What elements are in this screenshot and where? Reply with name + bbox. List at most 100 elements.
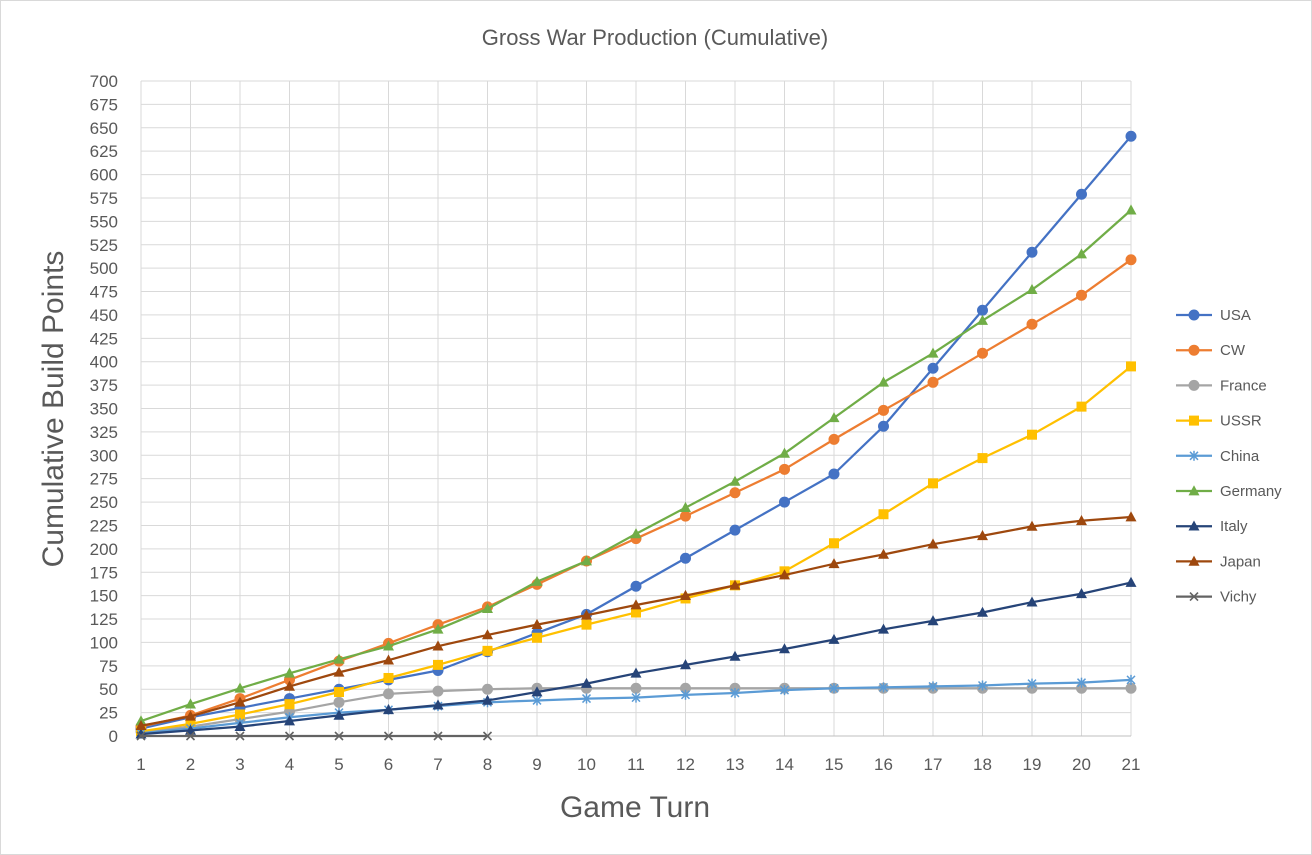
data-point [828, 412, 840, 423]
y-tick-label: 400 [90, 353, 118, 372]
data-point [1076, 188, 1087, 200]
gridlines [140, 80, 1132, 737]
data-point [581, 619, 592, 630]
x-tick-label: 21 [1122, 755, 1141, 774]
data-point [977, 606, 988, 617]
x-tick-label: 4 [285, 755, 294, 774]
legend-item-usa: USA [1176, 307, 1251, 324]
x-tick-label: 14 [775, 755, 794, 774]
y-tick-label: 0 [109, 727, 118, 746]
y-tick-label: 75 [99, 657, 118, 676]
legend-swatch-marker [1188, 485, 1200, 496]
x-tick-label: 1 [136, 755, 145, 774]
x-tick-label: 10 [577, 755, 596, 774]
legend-label: Japan [1220, 553, 1261, 570]
data-point [977, 314, 988, 325]
x-tick-label: 17 [924, 755, 943, 774]
data-point [333, 666, 345, 677]
data-point [1125, 204, 1137, 215]
y-tick-label: 100 [90, 633, 118, 652]
data-point [432, 685, 444, 697]
data-point [828, 633, 840, 644]
data-point [1076, 401, 1087, 412]
legend-item-vichy: Vichy [1176, 589, 1257, 606]
data-point [631, 692, 641, 703]
y-tick-label: 375 [90, 376, 118, 395]
y-tick-label: 175 [90, 563, 118, 582]
data-point [829, 538, 839, 549]
x-tick-label: 16 [874, 755, 893, 774]
data-point [878, 404, 889, 416]
legend-item-ussr: USSR [1176, 413, 1262, 430]
x-tick-label: 12 [676, 755, 695, 774]
data-point [433, 731, 443, 741]
legend-item-germany: Germany [1176, 483, 1282, 500]
legend-swatch-marker [1188, 344, 1200, 356]
data-point [482, 645, 493, 656]
x-tick-label: 2 [186, 755, 195, 774]
data-point [680, 659, 691, 670]
data-point [383, 672, 394, 683]
legend-label: USSR [1220, 413, 1262, 430]
data-point [729, 650, 741, 661]
data-point [927, 362, 939, 374]
data-point [1026, 283, 1038, 294]
data-point [532, 695, 542, 706]
chart-title: Gross War Production (Cumulative) [482, 25, 828, 50]
y-tick-label: 550 [90, 212, 118, 231]
data-point [1026, 520, 1038, 531]
data-point [878, 682, 889, 693]
data-point [977, 453, 988, 464]
data-point [828, 558, 840, 569]
legend-label: Italy [1220, 518, 1248, 535]
data-point [1076, 248, 1087, 259]
data-point [829, 683, 839, 694]
data-point [482, 731, 493, 741]
data-point [927, 615, 939, 626]
data-point [1076, 588, 1087, 599]
legend-swatch-marker [1189, 592, 1199, 602]
legend-label: France [1220, 377, 1267, 394]
y-tick-label: 350 [90, 400, 118, 419]
legend-item-france: France [1176, 377, 1267, 394]
data-point [1076, 515, 1087, 526]
data-point [284, 667, 295, 678]
y-tick-label: 600 [90, 166, 118, 185]
data-point [333, 696, 345, 708]
data-point [779, 685, 790, 696]
x-tick-label: 8 [483, 755, 492, 774]
legend-item-italy: Italy [1176, 518, 1248, 535]
data-point [729, 579, 741, 590]
y-tick-label: 300 [90, 446, 118, 465]
data-point [432, 623, 444, 634]
data-point [531, 575, 543, 586]
y-tick-label: 25 [99, 704, 118, 723]
data-point [779, 447, 790, 458]
y-tick-label: 525 [90, 236, 118, 255]
data-point [630, 580, 642, 592]
y-tick-label: 475 [90, 283, 118, 302]
data-point [234, 720, 246, 731]
data-point [383, 654, 394, 665]
data-point [1076, 289, 1087, 301]
x-tick-label: 18 [973, 755, 992, 774]
data-point [977, 530, 988, 541]
series-italy [135, 576, 1137, 739]
x-tick-label: 11 [627, 755, 645, 774]
data-point [1126, 674, 1136, 685]
data-point [532, 632, 542, 643]
data-point [432, 699, 444, 710]
series-japan [135, 511, 1137, 731]
data-point [927, 347, 939, 358]
data-point [927, 538, 939, 549]
x-tick-label: 20 [1072, 755, 1091, 774]
data-point [581, 693, 592, 704]
data-point [878, 376, 889, 387]
y-tick-label: 250 [90, 493, 118, 512]
legend-label: China [1220, 448, 1260, 465]
legend-label: USA [1220, 307, 1251, 324]
data-point [1026, 318, 1038, 330]
y-tick-label: 200 [90, 540, 118, 559]
data-point [729, 524, 741, 536]
